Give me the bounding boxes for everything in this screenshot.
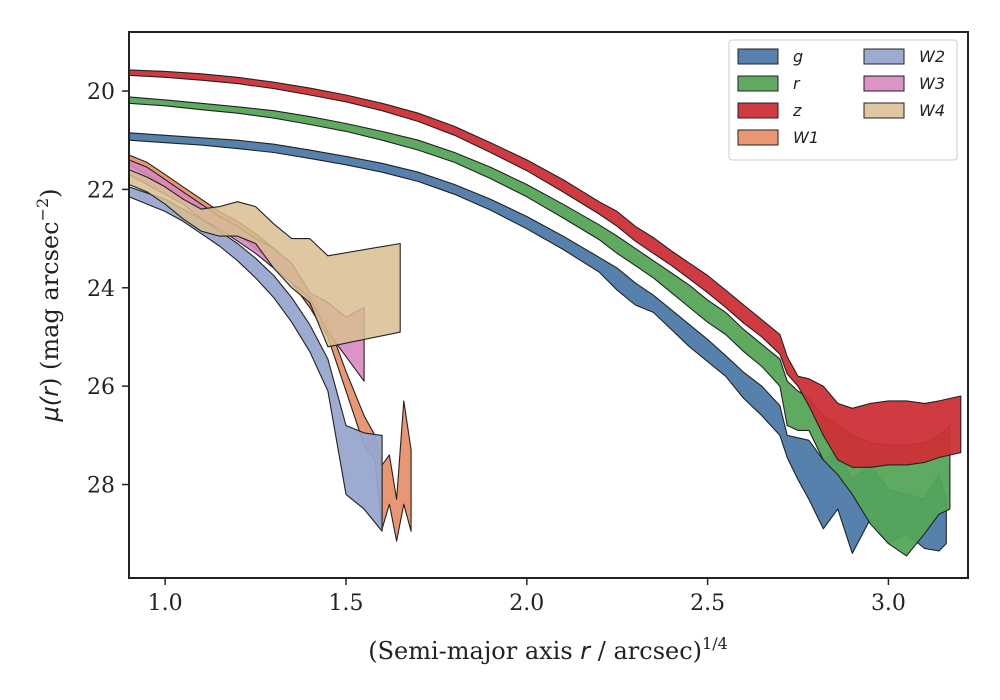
legend-swatch-g — [737, 48, 779, 65]
band-r — [129, 96, 951, 557]
profile-bands — [129, 69, 962, 557]
legend-swatch-z — [737, 102, 779, 119]
x-tick-label: 1.0 — [148, 591, 183, 616]
y-axis-label: μ(r) (mag arcsec−2) — [33, 188, 64, 422]
band-z — [129, 69, 962, 468]
band-w4 — [129, 169, 401, 348]
y-axis-ticks: 20 22 24 26 28 — [87, 80, 129, 499]
legend-swatch-w3 — [863, 75, 905, 92]
legend-swatch-w1 — [737, 129, 779, 146]
band-w2 — [129, 186, 383, 532]
legend-label-r: r — [793, 74, 801, 93]
legend-box — [728, 39, 958, 161]
plot-frame — [128, 31, 969, 579]
legend-swatch-w2 — [863, 48, 905, 65]
legend-label-w3: W3 — [919, 74, 945, 93]
x-tick-label: 2.5 — [690, 591, 725, 616]
legend-swatch-w4 — [863, 102, 905, 119]
x-tick-label: 3.0 — [871, 591, 906, 616]
legend-label-g: g — [793, 47, 803, 66]
y-tick-label: 22 — [87, 178, 115, 203]
y-tick-label: 26 — [87, 375, 115, 400]
y-tick-label: 28 — [87, 474, 115, 499]
legend-label-w2: W2 — [919, 47, 945, 66]
x-axis-ticks: 1.0 1.5 2.0 2.5 3.0 — [148, 578, 906, 616]
legend-label-z: z — [792, 101, 802, 120]
x-tick-label: 2.0 — [509, 591, 544, 616]
legend-swatch-r — [737, 75, 779, 92]
y-tick-label: 24 — [87, 277, 115, 302]
legend-label-w4: W4 — [919, 101, 945, 120]
legend: grz W1 W2 W3 W4 — [728, 39, 958, 161]
x-tick-label: 1.5 — [328, 591, 363, 616]
legend-label-w1: W1 — [793, 128, 819, 147]
x-axis-label: (Semi-major axis r / arcsec)1/4 — [368, 634, 728, 665]
y-tick-label: 20 — [87, 80, 115, 105]
